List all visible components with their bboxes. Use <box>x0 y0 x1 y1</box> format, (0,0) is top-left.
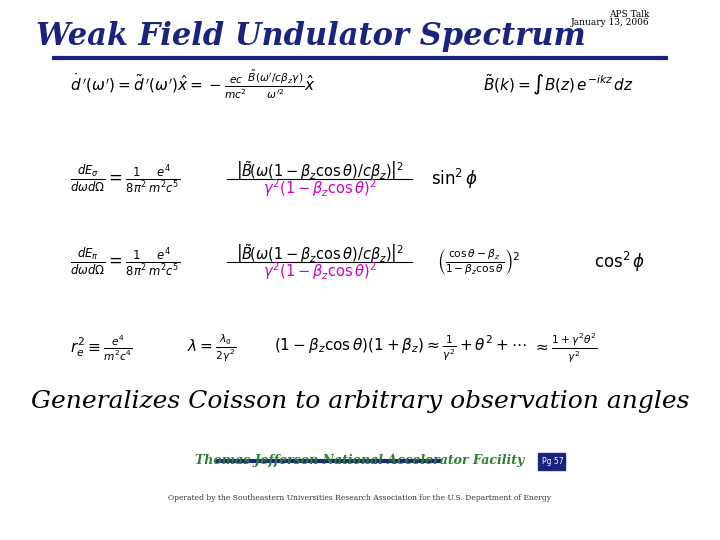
Text: $\gamma^2\left(1-\beta_z\cos\theta\right)^2$: $\gamma^2\left(1-\beta_z\cos\theta\right… <box>263 261 377 282</box>
Text: $\left|\tilde{B}\!\left(\omega(1-\beta_z\cos\theta)/c\beta_z\right)\right|^2$: $\left|\tilde{B}\!\left(\omega(1-\beta_z… <box>235 242 404 265</box>
Text: Pg 57: Pg 57 <box>541 457 563 466</box>
Text: $\frac{dE_{\sigma}}{d\omega d\Omega} = \frac{1}{8\pi^2}\frac{e^4}{m^2c^5}$: $\frac{dE_{\sigma}}{d\omega d\Omega} = \… <box>70 163 181 195</box>
Text: $\gamma^2\left(1-\beta_z\cos\theta\right)^2$: $\gamma^2\left(1-\beta_z\cos\theta\right… <box>263 178 377 199</box>
Text: $\left|\tilde{B}\!\left(\omega(1-\beta_z\cos\theta)/c\beta_z\right)\right|^2$: $\left|\tilde{B}\!\left(\omega(1-\beta_z… <box>235 159 404 182</box>
Text: $\left(\frac{\cos\theta-\beta_z}{1-\beta_z\cos\theta}\right)^2$: $\left(\frac{\cos\theta-\beta_z}{1-\beta… <box>437 247 521 277</box>
Text: $\tilde{B}(k)=\int B(z)\,e^{-ikz}\,dz$: $\tilde{B}(k)=\int B(z)\,e^{-ikz}\,dz$ <box>483 72 634 97</box>
Text: Generalizes Coisson to arbitrary observation angles: Generalizes Coisson to arbitrary observa… <box>31 390 689 413</box>
Text: $(1-\beta_z\cos\theta)(1+\beta_z)\approx \frac{1}{\gamma^2}+\theta^2+\cdots$: $(1-\beta_z\cos\theta)(1+\beta_z)\approx… <box>274 333 526 362</box>
Text: $\lambda = \frac{\lambda_0}{2\gamma^2}$: $\lambda = \frac{\lambda_0}{2\gamma^2}$ <box>187 332 236 363</box>
Text: Operated by the Southeastern Universities Research Association for the U.S. Depa: Operated by the Southeastern Universitie… <box>168 494 552 502</box>
Text: Thomas Jefferson National Accelerator Facility: Thomas Jefferson National Accelerator Fa… <box>195 454 525 467</box>
Text: Weak Field Undulator Spectrum: Weak Field Undulator Spectrum <box>36 21 585 52</box>
Text: $\sin^2\phi$: $\sin^2\phi$ <box>431 167 478 191</box>
Text: January 13, 2006: January 13, 2006 <box>571 18 650 28</box>
Text: $\frac{dE_{\pi}}{d\omega d\Omega} = \frac{1}{8\pi^2}\frac{e^4}{m^2c^5}$: $\frac{dE_{\pi}}{d\omega d\Omega} = \fra… <box>70 246 181 278</box>
Text: $\cos^2\phi$: $\cos^2\phi$ <box>594 250 646 274</box>
Text: $r_e^2 \equiv \frac{e^4}{m^2c^4}$: $r_e^2 \equiv \frac{e^4}{m^2c^4}$ <box>70 333 132 362</box>
Text: $\dot{d}\,'(\omega') = \tilde{d}\,'(\omega')\hat{x} = -\frac{ec}{mc^2}\frac{\til: $\dot{d}\,'(\omega') = \tilde{d}\,'(\ome… <box>70 68 315 101</box>
FancyBboxPatch shape <box>538 453 564 470</box>
Text: $\approx \frac{1+\gamma^2\theta^2}{\gamma^2}$: $\approx \frac{1+\gamma^2\theta^2}{\gamm… <box>533 331 598 364</box>
Text: APS Talk: APS Talk <box>610 10 650 19</box>
